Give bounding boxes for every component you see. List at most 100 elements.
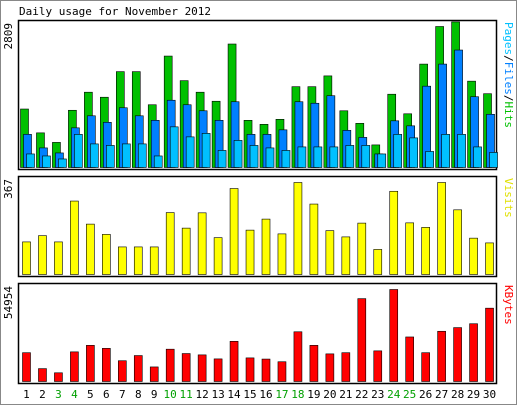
y-max-label: 2809 [2, 23, 15, 50]
bar-kbytes [22, 352, 31, 382]
y-max-label: 54954 [2, 286, 15, 319]
bar-visits [54, 241, 63, 275]
bar-visits [197, 212, 207, 275]
bar-kbytes [149, 366, 159, 382]
x-tick-label: 6 [103, 388, 110, 401]
bar-pages [201, 133, 211, 168]
x-tick-label: 17 [275, 388, 288, 401]
x-tick-label: 29 [467, 388, 480, 401]
bar-pages [185, 136, 195, 168]
x-tick-label: 20 [323, 388, 336, 401]
chart-panels: 2809 Pages/Files/Hits 367 Visits 54954 KBytes [2, 19, 515, 385]
bar-pages [58, 158, 67, 168]
bar-pages [74, 134, 83, 168]
bar-kbytes [86, 345, 95, 382]
panel-frame [17, 175, 498, 278]
bar-kbytes [38, 368, 47, 382]
bar-kbytes [373, 350, 383, 382]
legend-entry: Pages [502, 22, 515, 55]
y-max-label: 367 [2, 179, 15, 199]
bar-pages [249, 145, 259, 168]
x-tick-label: 13 [211, 388, 224, 401]
legend: Visits [502, 178, 515, 218]
bar-visits [102, 234, 111, 275]
bar-kbytes [469, 323, 478, 382]
bar-pages [26, 153, 35, 168]
bar-visits [469, 237, 478, 275]
bar-kbytes [325, 353, 335, 382]
bar-visits [22, 241, 31, 275]
bar-pages [329, 146, 339, 168]
bar-kbytes [309, 345, 319, 382]
legend-entry: Hits [502, 102, 515, 129]
panel-bottom: 54954 KBytes [2, 282, 515, 385]
bar-kbytes [102, 348, 111, 382]
legend: Pages/Files/Hits [502, 22, 515, 128]
bar-visits [437, 182, 446, 275]
x-tick-label: 28 [451, 388, 464, 401]
bar-pages [169, 126, 179, 168]
x-tick-label: 14 [227, 388, 241, 401]
bar-visits [421, 227, 430, 275]
bar-visits [341, 236, 351, 275]
bar-pages [441, 134, 450, 168]
x-tick-label: 18 [291, 388, 304, 401]
bar-kbytes [229, 341, 239, 382]
bar-pages [153, 155, 163, 168]
bar-visits [373, 249, 383, 275]
bar-kbytes [389, 289, 399, 382]
bar-pages [425, 151, 434, 168]
bar-pages [409, 137, 419, 168]
bar-pages [297, 146, 307, 168]
legend-entry: / [502, 55, 515, 62]
legend-entry: Visits [502, 178, 515, 218]
bar-pages [489, 152, 498, 168]
x-tick-label: 26 [419, 388, 432, 401]
bar-pages [393, 134, 403, 168]
x-tick-label: 22 [355, 388, 368, 401]
bar-pages [217, 150, 227, 168]
x-tick-label: 24 [387, 388, 401, 401]
x-tick-label: 3 [55, 388, 62, 401]
bar-kbytes [245, 357, 255, 382]
bar-kbytes [118, 360, 127, 382]
bar-pages [122, 143, 131, 168]
bar-visits [118, 246, 127, 275]
x-tick-label: 7 [119, 388, 126, 401]
bar-kbytes [405, 336, 415, 382]
bar-kbytes [421, 352, 430, 382]
x-tick-label: 30 [483, 388, 496, 401]
x-tick-label: 16 [259, 388, 272, 401]
x-tick-label: 10 [164, 388, 177, 401]
x-tick-label: 21 [339, 388, 352, 401]
bar-pages [345, 145, 355, 168]
panel-top: 2809 Pages/Files/Hits [2, 19, 515, 171]
panel-frame [17, 282, 498, 385]
x-tick-label: 27 [435, 388, 448, 401]
bar-visits [389, 190, 399, 275]
x-tick-label: 4 [71, 388, 78, 401]
bar-visits [485, 242, 494, 275]
legend: KBytes [502, 285, 515, 325]
x-tick-label: 19 [307, 388, 320, 401]
panel-middle: 367 Visits [2, 175, 515, 278]
bar-kbytes [293, 331, 303, 382]
chart-title: Daily usage for November 2012 [19, 5, 211, 18]
bar-visits [181, 227, 191, 275]
x-tick-label: 8 [135, 388, 142, 401]
bar-visits [293, 182, 303, 275]
bar-pages [377, 153, 387, 168]
bar-visits [86, 223, 95, 275]
bar-visits [213, 237, 223, 275]
bar-pages [90, 143, 99, 168]
bar-kbytes [181, 353, 191, 382]
x-tick-label: 23 [371, 388, 384, 401]
bar-visits [149, 246, 159, 275]
legend-entry: / [502, 95, 515, 102]
bar-visits [245, 229, 255, 275]
x-tick-label: 2 [39, 388, 46, 401]
bar-kbytes [261, 358, 271, 382]
bar-kbytes [357, 298, 367, 382]
bar-pages [42, 155, 51, 168]
